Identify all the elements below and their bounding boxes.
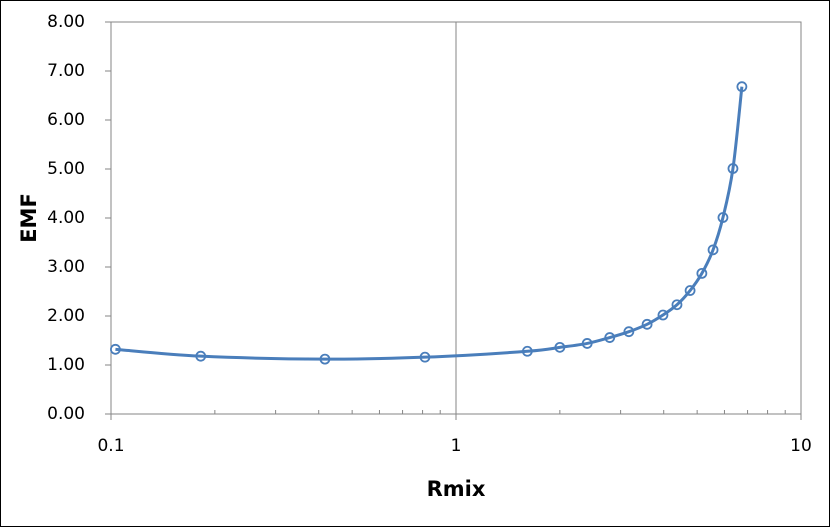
- marker: [623, 326, 635, 338]
- y-tick-label: 5.00: [47, 159, 85, 179]
- marker: [657, 309, 669, 321]
- y-tick-label: 1.00: [47, 355, 85, 375]
- y-tick-label: 4.00: [47, 208, 85, 228]
- y-tick-label: 2.00: [47, 306, 85, 326]
- marker: [696, 267, 708, 279]
- marker: [521, 345, 533, 357]
- marker: [419, 351, 431, 363]
- y-tick-label: 7.00: [47, 61, 85, 81]
- marker: [671, 299, 683, 311]
- marker: [684, 285, 696, 296]
- line: [115, 86, 744, 361]
- y-tick-label: 3.00: [47, 257, 85, 277]
- marker: [707, 244, 719, 256]
- y-axis-label: EMF: [17, 193, 41, 243]
- marker: [195, 350, 207, 362]
- marker: [717, 212, 729, 223]
- x-axis-label: Rmix: [427, 477, 486, 501]
- y-tick-label: 6.00: [47, 110, 85, 130]
- marker: [727, 163, 739, 174]
- y-tick-label: 8.00: [47, 12, 85, 32]
- marker: [319, 353, 331, 365]
- marker: [554, 341, 566, 353]
- x-tick-label: 1: [451, 436, 462, 456]
- x-tick-label: 0.1: [97, 436, 124, 456]
- marker: [604, 332, 616, 343]
- y-tick-label: 0.00: [47, 404, 85, 424]
- marker: [581, 338, 593, 349]
- x-tick-label: 10: [790, 436, 812, 456]
- marker: [110, 343, 121, 355]
- marker: [736, 81, 748, 93]
- marker: [641, 318, 653, 330]
